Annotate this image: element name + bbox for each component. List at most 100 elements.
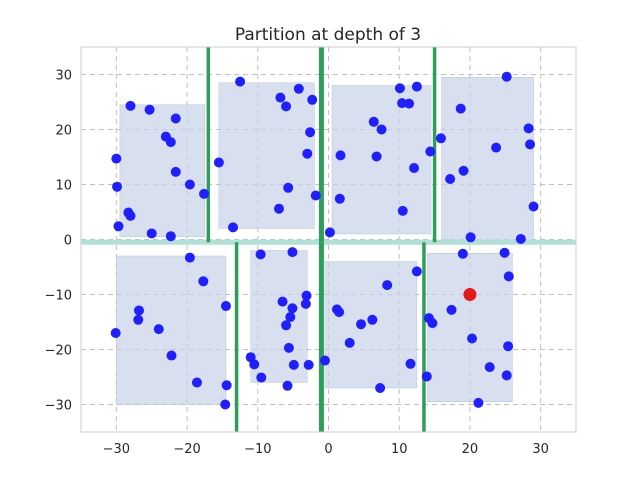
data-point: [300, 298, 311, 309]
data-point: [125, 100, 136, 111]
data-point: [199, 188, 210, 199]
data-point: [305, 127, 316, 138]
y-tick-label: 20: [55, 124, 72, 139]
y-tick-label: −30: [45, 399, 72, 414]
data-point: [445, 174, 456, 184]
data-point: [302, 148, 313, 159]
data-point: [112, 181, 123, 192]
data-point: [425, 146, 436, 157]
data-point: [499, 247, 510, 258]
data-point: [446, 304, 457, 315]
data-point: [303, 359, 314, 370]
data-point: [249, 359, 260, 370]
data-point: [213, 157, 224, 168]
data-point: [421, 371, 432, 382]
data-point: [467, 333, 478, 344]
data-point: [277, 296, 288, 307]
data-point: [523, 123, 534, 134]
partition-region: [331, 85, 432, 235]
data-point: [503, 271, 514, 282]
data-point: [220, 301, 231, 312]
data-point: [146, 228, 157, 239]
x-tick-label: −20: [173, 442, 200, 457]
data-point: [288, 359, 299, 370]
data-point: [310, 190, 321, 201]
data-point: [404, 98, 415, 109]
data-point: [113, 221, 124, 232]
data-point: [282, 380, 293, 391]
data-point: [501, 370, 512, 381]
data-point: [394, 83, 405, 94]
data-point: [275, 92, 286, 103]
data-point: [281, 101, 292, 112]
data-point: [356, 319, 367, 330]
data-point: [501, 71, 512, 82]
y-tick-label: 10: [55, 179, 72, 194]
data-point: [409, 163, 420, 173]
partition-region: [218, 82, 315, 229]
data-point: [368, 116, 379, 127]
data-point: [221, 380, 232, 391]
data-point: [334, 307, 345, 318]
data-point: [170, 113, 181, 124]
data-point: [435, 133, 446, 144]
y-tick-label: 0: [64, 234, 72, 249]
data-point: [307, 94, 318, 105]
data-point: [133, 314, 144, 325]
data-point: [367, 314, 378, 325]
data-point: [144, 104, 155, 115]
x-tick-label: 20: [462, 442, 479, 457]
data-point: [371, 151, 382, 162]
data-point: [334, 193, 345, 204]
data-point: [411, 81, 422, 92]
data-point: [324, 227, 335, 238]
data-point: [293, 83, 304, 94]
query-point: [463, 288, 477, 301]
data-point: [235, 76, 246, 87]
data-point: [125, 210, 136, 221]
partition-region: [441, 77, 534, 243]
data-point: [458, 165, 469, 176]
data-point: [484, 362, 495, 373]
data-point: [283, 182, 294, 193]
data-point: [287, 247, 298, 258]
data-point: [515, 233, 526, 244]
data-point: [376, 124, 387, 135]
data-point: [165, 137, 176, 148]
data-point: [287, 303, 298, 314]
data-point: [255, 249, 266, 260]
data-point: [111, 153, 122, 164]
data-point: [198, 276, 209, 287]
data-point: [184, 179, 195, 190]
data-point: [256, 372, 267, 383]
x-tick-label: −10: [244, 442, 271, 457]
data-point: [283, 342, 294, 353]
data-point: [153, 324, 164, 335]
data-point: [457, 248, 468, 259]
x-tick-label: −30: [103, 442, 130, 457]
data-point: [285, 312, 296, 323]
data-point: [170, 166, 181, 177]
data-point: [220, 399, 231, 410]
x-tick-label: 30: [532, 442, 549, 457]
data-point: [503, 341, 514, 352]
partition-region: [427, 253, 513, 402]
x-tick-label: 0: [324, 442, 332, 457]
data-point: [528, 201, 539, 212]
data-point: [228, 222, 239, 233]
data-point: [525, 139, 536, 150]
data-point: [281, 320, 292, 331]
data-point: [375, 383, 386, 393]
x-tick-label: 10: [391, 442, 408, 457]
data-point: [335, 150, 346, 161]
y-tick-label: −20: [45, 344, 72, 359]
data-point: [319, 355, 330, 366]
data-point: [491, 142, 502, 153]
data-point: [165, 231, 176, 242]
data-point: [274, 203, 284, 214]
data-point: [166, 350, 177, 361]
y-tick-label: −10: [45, 289, 72, 304]
axes-frame: [80, 46, 577, 433]
data-point: [382, 280, 393, 291]
